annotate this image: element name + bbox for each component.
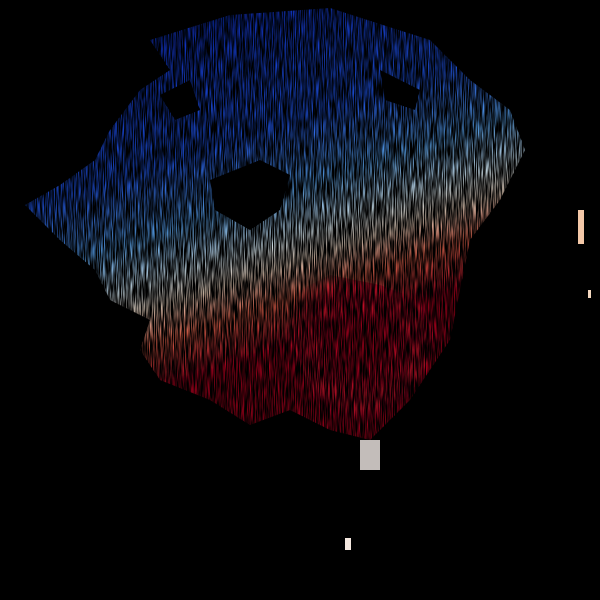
echo-field: [25, 8, 525, 440]
echo-gaps: [160, 70, 420, 230]
outbound-core: [285, 275, 440, 430]
scattered-echoes: [345, 210, 591, 550]
